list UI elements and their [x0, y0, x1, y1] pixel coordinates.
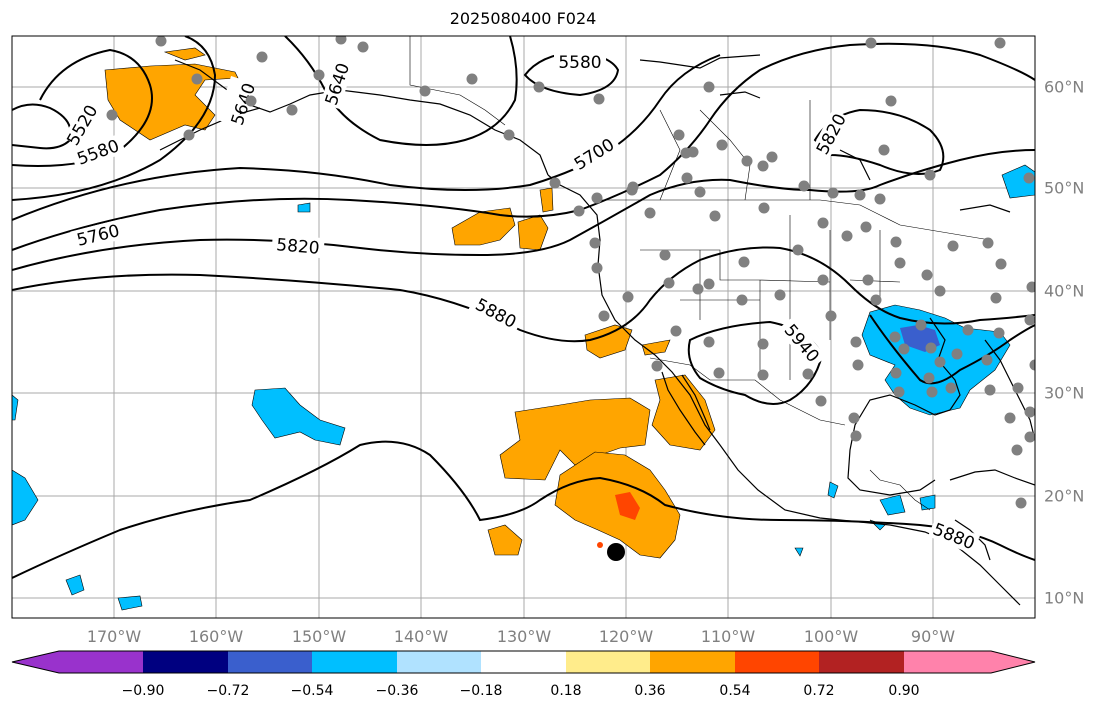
contour-5820-ne — [813, 108, 945, 175]
lon-label: 130°W — [496, 627, 552, 646]
map-frame — [11, 35, 1036, 619]
coast-west-us — [547, 174, 1021, 606]
colorbar-label: −0.54 — [290, 683, 334, 699]
lon-label: 140°W — [393, 627, 449, 646]
colorbar-label: 0.18 — [550, 683, 582, 699]
contour-5700 — [12, 54, 721, 221]
lat-label: 30°N — [1044, 383, 1085, 403]
lon-label: 90°W — [910, 627, 956, 646]
colorbar-label: 0.72 — [803, 683, 835, 699]
map-area: 5520 5580 5640 5640 5580 5700 5820 5760 … — [12, 36, 1035, 618]
strong-positive-fills — [597, 492, 640, 548]
coast-gulf — [847, 317, 961, 496]
fill-baja — [651, 374, 716, 451]
fill-socal — [584, 324, 633, 359]
lon-label: 120°W — [598, 627, 654, 646]
coast-canada-north — [639, 54, 1011, 213]
fill-bering — [104, 63, 239, 141]
contour-5880-south — [12, 440, 1035, 579]
station-dots — [106, 36, 1035, 509]
lat-label: 50°N — [1044, 178, 1085, 198]
lon-label: 110°W — [700, 627, 756, 646]
borders — [409, 36, 991, 511]
colorbar-label: −0.18 — [459, 683, 503, 699]
height-contours — [12, 36, 1035, 579]
border-us-canada — [600, 199, 991, 241]
colorbar-label: −0.36 — [375, 683, 419, 699]
colorbar-label: 0.90 — [888, 683, 920, 699]
colorbar-label: 0.54 — [719, 683, 751, 699]
lon-label: 160°W — [188, 627, 244, 646]
border-us-mexico — [649, 357, 846, 426]
contour-5940 — [687, 320, 824, 405]
contour-5520 — [12, 103, 72, 150]
lon-label: 100°W — [803, 627, 859, 646]
contour-5880 — [12, 246, 1035, 343]
map-title: 2025080400 F024 — [449, 9, 597, 28]
storm-marker — [607, 543, 625, 561]
lat-label: 60°N — [1044, 77, 1085, 97]
fill-offshore-pnw — [451, 207, 516, 246]
colorbar-label: −0.90 — [121, 683, 165, 699]
contour-5880-east — [869, 314, 1035, 385]
contour-5820 — [12, 149, 1035, 271]
contour-5640-gulf — [284, 36, 518, 146]
contour-label: 5820 — [275, 235, 320, 259]
coast-baja — [661, 371, 711, 446]
fill-midpacific — [251, 387, 346, 446]
positive-anomaly-fills — [104, 47, 716, 559]
lon-label: 170°W — [86, 627, 142, 646]
lat-label: 40°N — [1044, 281, 1085, 301]
contour-label: 5580 — [558, 53, 601, 73]
lat-label: 10°N — [1044, 588, 1085, 608]
lon-label: 150°W — [291, 627, 347, 646]
lat-label: 20°N — [1044, 486, 1085, 506]
colorbar-label: 0.36 — [634, 683, 666, 699]
colorbar-label: −0.72 — [206, 683, 250, 699]
